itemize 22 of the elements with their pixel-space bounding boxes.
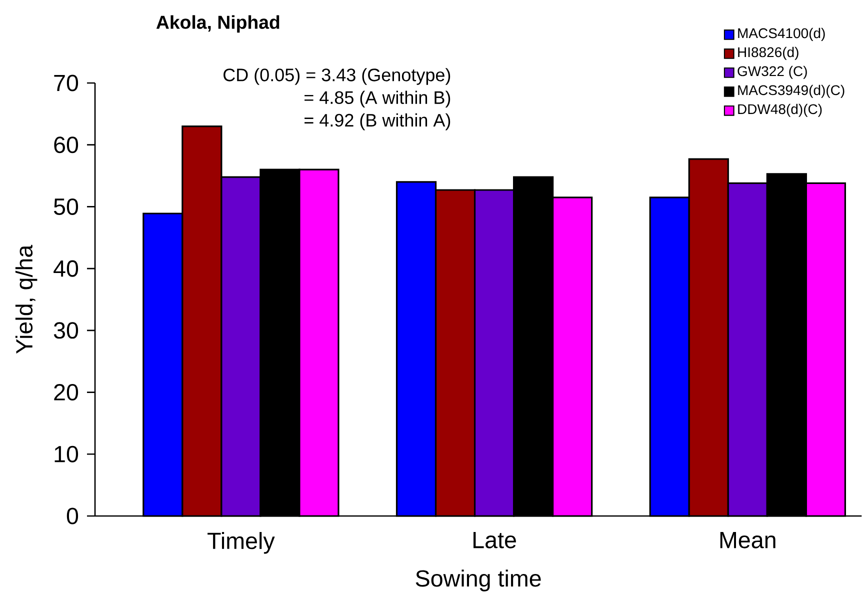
- x-tick-label: Mean: [720, 532, 776, 548]
- y-tick-label: 50: [54, 198, 78, 215]
- legend-label: MACS3949(d)(C): [738, 84, 844, 98]
- y-tick-label: 40: [54, 260, 78, 277]
- annotation: = 4.92 (B within A): [304, 113, 450, 130]
- y-tick-label: 70: [54, 74, 78, 92]
- annotation: = 4.85 (A within B): [304, 90, 450, 108]
- y-tick-label: 60: [54, 136, 78, 154]
- y-tick-label: 0: [66, 508, 78, 524]
- legend-label: GW322 (C): [738, 66, 807, 79]
- x-tick-label: Late: [474, 532, 516, 548]
- legend-label: HI8826(d): [738, 46, 798, 60]
- y-tick-label: 30: [54, 322, 78, 339]
- y-tick-label: 10: [54, 446, 78, 462]
- x-tick-label: Timely: [208, 532, 275, 554]
- chart-title: Akola, Niphad: [156, 15, 280, 33]
- annotation: CD (0.05) = 3.43 (Genotype): [224, 68, 450, 85]
- legend-label: MACS4100(d): [738, 28, 825, 41]
- y-axis-title: Yield, q/ha: [15, 244, 38, 354]
- x-axis-title: Sowing time: [416, 570, 541, 592]
- y-tick-label: 20: [54, 384, 78, 401]
- legend-label: DDW48(d)(C): [738, 104, 822, 117]
